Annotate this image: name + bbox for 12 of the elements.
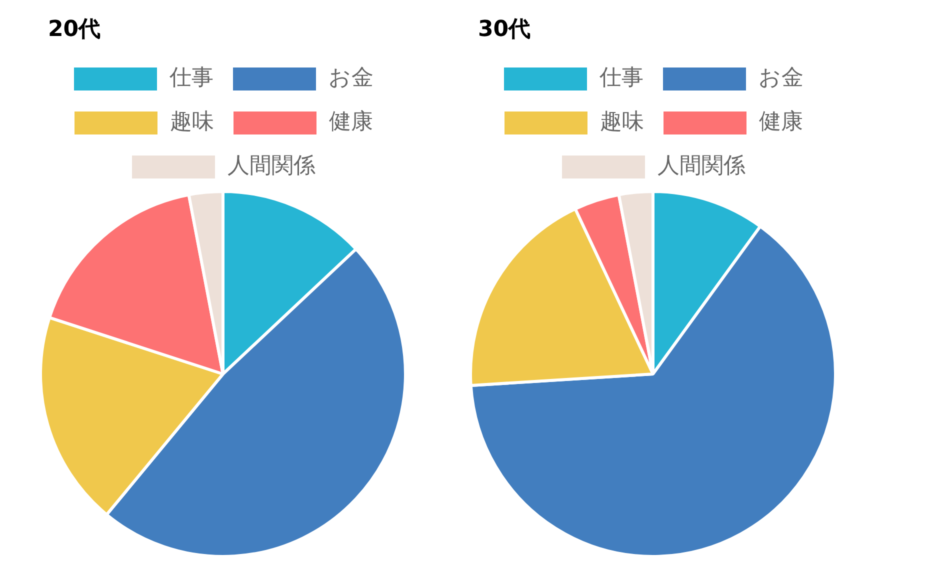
legend-label: 健康: [329, 110, 373, 135]
chart-title: 20代: [48, 16, 102, 44]
legend-label: 仕事: [168, 66, 214, 91]
legend-label: 趣味: [600, 110, 644, 135]
legend-label: 仕事: [598, 66, 644, 91]
chart-title: 30代: [478, 16, 532, 44]
legend-label: 人間関係: [658, 154, 746, 179]
legend-label: 人間関係: [228, 154, 316, 179]
legend-label: 趣味: [170, 110, 214, 135]
legend-label: 健康: [759, 110, 803, 135]
legend-label: お金: [328, 66, 374, 91]
legend-label: お金: [758, 66, 804, 91]
